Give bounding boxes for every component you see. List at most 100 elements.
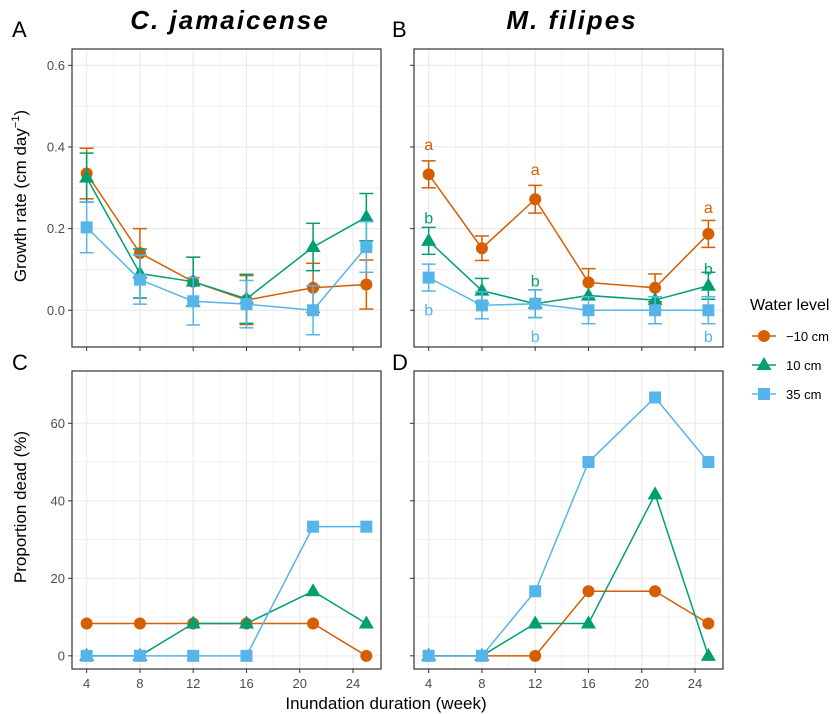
significance-label: a bbox=[704, 200, 713, 217]
series-line bbox=[428, 173, 709, 289]
legend-key-square bbox=[758, 388, 770, 400]
x-tick-label: 12 bbox=[528, 676, 542, 691]
legend: Water level −10 cm 10 cm 35 cm bbox=[750, 297, 829, 402]
significance-label: b bbox=[424, 210, 433, 227]
y-tick-label: 0 bbox=[58, 648, 65, 663]
series-line bbox=[428, 492, 710, 657]
y-tick-label: 0.4 bbox=[47, 139, 65, 154]
data-point bbox=[360, 520, 373, 533]
data-point bbox=[702, 617, 715, 630]
data-point bbox=[80, 617, 93, 630]
data-point bbox=[80, 221, 93, 234]
data-point bbox=[307, 304, 320, 317]
data-point bbox=[702, 456, 715, 469]
data-point bbox=[422, 168, 435, 181]
series-line bbox=[86, 173, 367, 301]
series-line bbox=[86, 622, 367, 657]
x-tick-label: 4 bbox=[425, 676, 432, 691]
species-title-a: C. jamaicense bbox=[130, 5, 329, 35]
legend-title: Water level bbox=[750, 297, 829, 314]
series-circle bbox=[421, 160, 716, 303]
data-point bbox=[582, 304, 595, 317]
panel-border bbox=[71, 370, 382, 670]
x-tick-label: 20 bbox=[635, 676, 649, 691]
legend-item-35: 35 cm bbox=[752, 387, 821, 402]
panel-border bbox=[413, 370, 724, 670]
data-point bbox=[422, 271, 435, 284]
data-point bbox=[529, 297, 542, 310]
series-line bbox=[85, 177, 367, 300]
series-square bbox=[80, 520, 373, 662]
y-axis-title-growth: Growth rate (cm day−1) bbox=[10, 110, 30, 282]
data-point bbox=[475, 242, 488, 255]
legend-item-10: 10 cm bbox=[752, 357, 821, 373]
series-triangle bbox=[79, 583, 374, 661]
data-point bbox=[240, 298, 253, 311]
data-point bbox=[307, 520, 320, 533]
data-point bbox=[305, 583, 321, 597]
data-point bbox=[360, 278, 373, 291]
data-point bbox=[358, 615, 374, 629]
data-point bbox=[360, 240, 373, 253]
data-point bbox=[527, 615, 543, 629]
data-point bbox=[80, 649, 93, 662]
y-tick-label: 0.2 bbox=[47, 221, 65, 236]
significance-label: b bbox=[531, 329, 540, 346]
data-point bbox=[582, 585, 595, 598]
panel-letter-d: D bbox=[392, 350, 408, 375]
data-point bbox=[582, 456, 595, 469]
y-tick-label: 40 bbox=[51, 493, 65, 508]
x-tick-label: 8 bbox=[136, 676, 143, 691]
x-tick-label: 8 bbox=[478, 676, 485, 691]
series-triangle bbox=[421, 226, 716, 319]
data-point bbox=[529, 585, 542, 598]
data-point bbox=[360, 649, 373, 662]
series-triangle bbox=[79, 152, 374, 325]
data-point bbox=[649, 281, 662, 294]
series-line bbox=[86, 525, 367, 657]
series-line bbox=[428, 396, 709, 657]
species-title-b: M. filipes bbox=[506, 5, 637, 35]
legend-label: 35 cm bbox=[786, 387, 821, 402]
data-point bbox=[133, 617, 146, 630]
data-point bbox=[187, 295, 200, 308]
x-tick-label: 24 bbox=[346, 676, 360, 691]
x-axis-title: Inundation duration (week) bbox=[285, 694, 486, 713]
data-point bbox=[358, 209, 374, 223]
data-point bbox=[702, 227, 715, 240]
data-point bbox=[133, 649, 146, 662]
significance-label: b bbox=[704, 261, 713, 278]
legend-key-triangle bbox=[756, 357, 772, 370]
data-point bbox=[187, 649, 200, 662]
data-point bbox=[649, 304, 662, 317]
series-square bbox=[79, 201, 374, 336]
x-tick-label: 12 bbox=[186, 676, 200, 691]
x-tick-label: 4 bbox=[83, 676, 90, 691]
data-point bbox=[307, 617, 320, 630]
panel-letter-a: A bbox=[12, 17, 27, 42]
series-square bbox=[421, 263, 716, 325]
data-point bbox=[529, 193, 542, 206]
significance-label: a bbox=[531, 162, 540, 179]
y-axis-title-dead: Proportion dead (%) bbox=[11, 431, 30, 583]
y-tick-label: 60 bbox=[51, 416, 65, 431]
x-tick-label: 16 bbox=[581, 676, 595, 691]
legend-item-minus10: −10 cm bbox=[752, 329, 829, 344]
panel-border bbox=[413, 48, 724, 348]
data-point bbox=[240, 649, 253, 662]
data-point bbox=[529, 649, 542, 662]
data-point bbox=[79, 169, 95, 183]
data-point bbox=[238, 615, 254, 629]
y-tick-label: 20 bbox=[51, 571, 65, 586]
legend-key-circle bbox=[758, 330, 770, 342]
data-point bbox=[422, 649, 435, 662]
panel-d: 4 8 12 16 20 24 bbox=[410, 370, 724, 691]
data-point bbox=[475, 649, 488, 662]
significance-label: a bbox=[424, 137, 433, 154]
significance-label: b bbox=[704, 329, 713, 346]
y-tick-label: 0.0 bbox=[47, 303, 65, 318]
series-triangle bbox=[421, 486, 716, 661]
x-tick-label: 16 bbox=[239, 676, 253, 691]
data-point bbox=[702, 304, 715, 317]
